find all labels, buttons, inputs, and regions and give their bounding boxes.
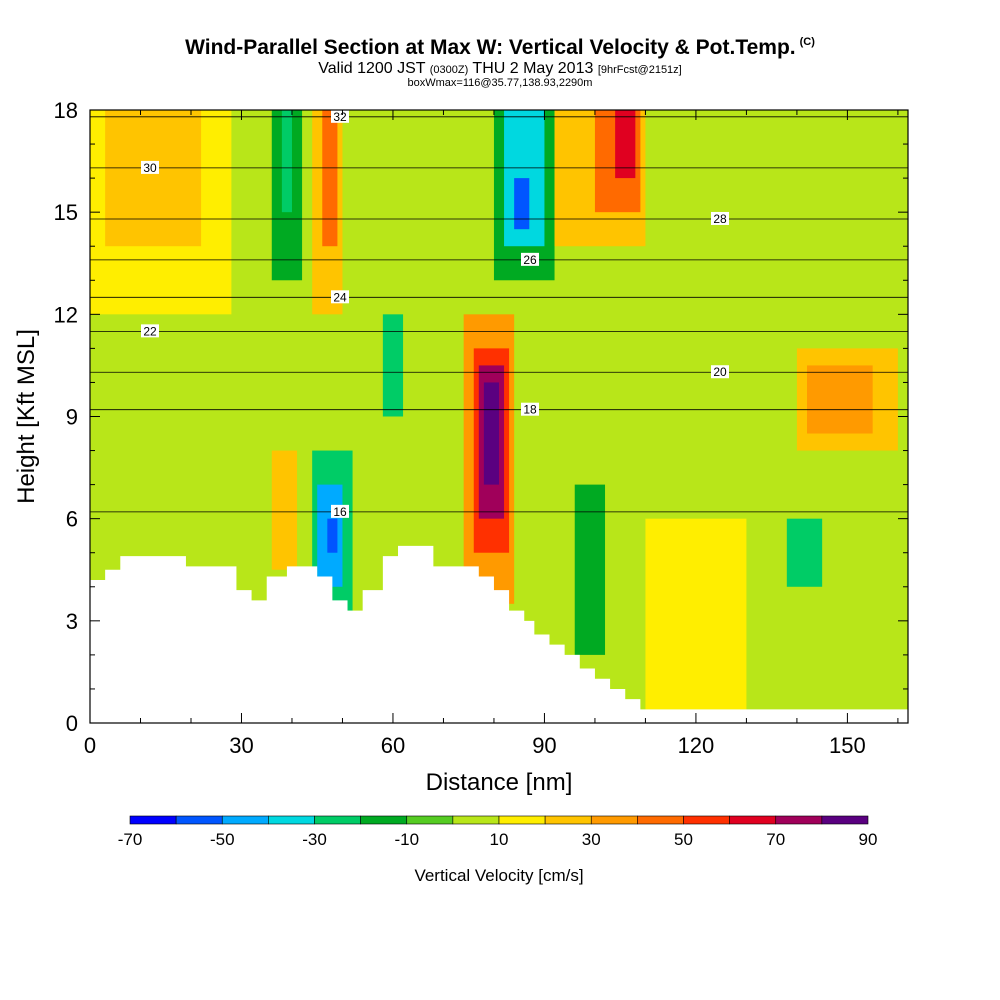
x-axis-title: Distance [nm] xyxy=(426,769,573,796)
theta-contours: 14161820222426283032 xyxy=(90,110,908,723)
theta-label-bg xyxy=(711,365,729,379)
subtitle-utc: (0300Z) xyxy=(429,64,469,76)
theta-label-bg xyxy=(331,110,349,123)
velocity-cell xyxy=(786,518,823,587)
colorbar-swatch xyxy=(729,815,777,825)
colorbar-label: 90 xyxy=(859,830,878,849)
colorbar-label: -30 xyxy=(302,830,327,849)
subtitle-forecast: [9hrFcst@2151z] xyxy=(597,64,682,76)
colorbar-swatch xyxy=(221,815,269,825)
y-tick-label: 12 xyxy=(54,302,78,327)
y-tick-label: 9 xyxy=(66,405,78,430)
colorbar-swatch xyxy=(683,815,730,825)
y-tick-label: 18 xyxy=(54,98,78,123)
colorbar-label: 50 xyxy=(674,830,693,849)
velocity-cell xyxy=(574,484,606,655)
theta-label-bg xyxy=(521,252,539,266)
title-mark: (C) xyxy=(799,36,815,48)
y-axis-title: Height [Kft MSL] xyxy=(13,329,40,504)
colorbar-label: -50 xyxy=(210,830,235,849)
theta-contour-label: 30 xyxy=(143,161,157,175)
colorbar-swatch xyxy=(544,815,592,825)
colorbar-swatch xyxy=(590,815,638,825)
chart-subtitle-2: boxWmax=116@35.77,138.93,2290m xyxy=(407,77,593,89)
velocity-cell xyxy=(327,518,338,553)
y-tick-label: 0 xyxy=(66,711,78,736)
velocity-cell xyxy=(615,110,636,179)
velocity-cell xyxy=(483,382,499,485)
colorbar-swatch xyxy=(775,815,823,825)
colorbar-label: -10 xyxy=(394,830,419,849)
y-tick-label: 6 xyxy=(66,507,78,532)
colorbar-label: 70 xyxy=(766,830,785,849)
subtitle-date: THU 2 May 2013 xyxy=(472,60,594,77)
colorbar-swatch xyxy=(314,815,361,825)
y-tick-label: 3 xyxy=(66,609,78,634)
x-tick-label: 120 xyxy=(678,733,715,758)
theta-contour-label: 18 xyxy=(523,403,537,417)
y-tick-label: 15 xyxy=(54,200,78,225)
colorbar-swatch xyxy=(452,815,500,825)
theta-label-bg xyxy=(331,504,349,518)
velocity-cell xyxy=(514,178,530,230)
terrain-mask xyxy=(90,545,908,723)
colorbar-swatch xyxy=(268,815,315,825)
theta-label-bg xyxy=(331,290,349,304)
theta-label-bg xyxy=(141,160,159,174)
theta-contour-label: 24 xyxy=(333,290,347,304)
colorbar-swatch xyxy=(175,815,223,825)
chart-title: Wind-Parallel Section at Max W: Vertical… xyxy=(0,36,1000,60)
velocity-cell xyxy=(382,314,404,417)
colorbar-swatch xyxy=(637,815,684,825)
theta-contour-label: 32 xyxy=(333,110,347,124)
x-tick-label: 90 xyxy=(532,733,556,758)
theta-label-bg xyxy=(521,402,539,416)
theta-contour-label: 26 xyxy=(523,253,537,267)
x-tick-label: 30 xyxy=(229,733,253,758)
velocity-cell xyxy=(271,450,298,570)
x-tick-label: 60 xyxy=(381,733,405,758)
colorbar-swatch xyxy=(821,815,869,825)
colorbar-label: -70 xyxy=(118,830,143,849)
velocity-cell xyxy=(807,365,873,434)
chart-subtitle: Valid 1200 JST (0300Z) THU 2 May 2013 [9… xyxy=(0,60,1000,78)
velocity-cell xyxy=(105,110,202,247)
velocity-cell xyxy=(281,110,292,213)
colorbar-swatch xyxy=(406,815,454,825)
x-tick-label: 0 xyxy=(84,733,96,758)
theta-contour-label: 22 xyxy=(143,324,157,338)
theta-label-bg xyxy=(711,211,729,225)
x-tick-label: 150 xyxy=(829,733,866,758)
theta-contour-label: 20 xyxy=(713,365,727,379)
velocity-cell xyxy=(322,110,338,247)
subtitle-valid: Valid 1200 JST xyxy=(318,60,426,77)
title-main-text: Wind-Parallel Section at Max W: Vertical… xyxy=(185,36,796,59)
theta-contour-label: 28 xyxy=(713,212,727,226)
colorbar-swatch xyxy=(498,815,546,825)
velocity-cell xyxy=(645,518,747,710)
colorbar-swatch xyxy=(360,815,408,825)
theta-label-bg xyxy=(141,324,159,338)
colorbar-label: 30 xyxy=(582,830,601,849)
colorbar-swatch xyxy=(129,815,177,825)
colorbar-title: Vertical Velocity [cm/s] xyxy=(414,866,583,885)
theta-contour-label: 16 xyxy=(333,505,347,519)
colorbar-label: 10 xyxy=(490,830,509,849)
